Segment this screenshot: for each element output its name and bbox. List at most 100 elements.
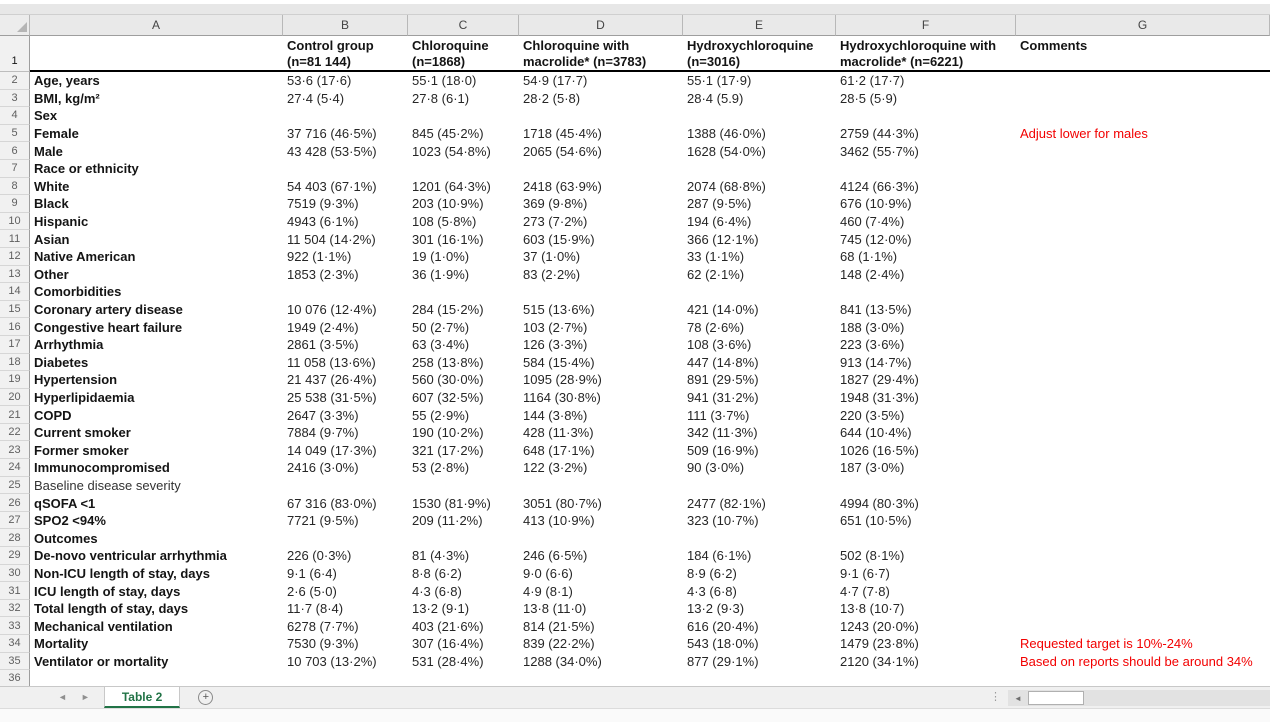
comment-cell[interactable] <box>1016 494 1270 512</box>
data-cell[interactable]: 68 (1·1%) <box>836 247 1016 266</box>
data-cell[interactable]: 284 (15·2%) <box>408 300 519 319</box>
row-label-cell[interactable]: Baseline disease severity <box>30 476 283 495</box>
data-cell[interactable]: 4·7 (7·8) <box>836 582 1016 600</box>
data-cell[interactable] <box>408 476 519 495</box>
column-header-A[interactable]: A <box>30 15 283 36</box>
data-cell[interactable]: 841 (13·5%) <box>836 300 1016 319</box>
column-header-E[interactable]: E <box>683 15 836 36</box>
row-label-cell[interactable]: Female <box>30 124 283 143</box>
column-header-C[interactable]: C <box>408 15 519 36</box>
data-cell[interactable]: 223 (3·6%) <box>836 335 1016 354</box>
data-cell[interactable]: 301 (16·1%) <box>408 230 519 248</box>
sheet-nav-left-icon[interactable]: ◄ <box>58 692 67 702</box>
row-number[interactable]: 31 <box>0 582 30 600</box>
data-cell[interactable] <box>519 476 683 495</box>
row-number[interactable]: 16 <box>0 318 30 336</box>
comment-cell[interactable] <box>1016 617 1270 635</box>
data-cell[interactable]: 10 076 (12·4%) <box>283 300 408 319</box>
data-cell[interactable]: 366 (12·1%) <box>683 230 836 248</box>
data-cell[interactable]: 6278 (7·7%) <box>283 617 408 635</box>
data-cell[interactable]: 25 538 (31·5%) <box>283 388 408 407</box>
row-label-cell[interactable]: Outcomes <box>30 529 283 548</box>
data-cell[interactable]: 1243 (20·0%) <box>836 617 1016 635</box>
data-cell[interactable]: 187 (3·0%) <box>836 459 1016 477</box>
header-cell[interactable]: Hydroxychloroquine with macrolide* (n=62… <box>836 36 1016 72</box>
comment-cell[interactable] <box>1016 582 1270 600</box>
horizontal-scrollbar[interactable]: ◄ <box>1008 690 1270 706</box>
column-header-B[interactable]: B <box>283 15 408 36</box>
data-cell[interactable]: 4994 (80·3%) <box>836 494 1016 512</box>
column-header-D[interactable]: D <box>519 15 683 36</box>
data-cell[interactable]: 1949 (2·4%) <box>283 318 408 336</box>
row-number[interactable]: 23 <box>0 441 30 460</box>
data-cell[interactable]: 369 (9·8%) <box>519 195 683 213</box>
comment-cell[interactable] <box>1016 670 1270 686</box>
data-cell[interactable]: 36 (1·9%) <box>408 265 519 284</box>
data-cell[interactable]: 246 (6·5%) <box>519 547 683 565</box>
comment-cell[interactable] <box>1016 212 1270 231</box>
row-label-cell[interactable]: Coronary artery disease <box>30 300 283 319</box>
data-cell[interactable]: 9·0 (6·6) <box>519 564 683 583</box>
data-cell[interactable]: 342 (11·3%) <box>683 423 836 442</box>
row-number[interactable]: 35 <box>0 652 30 671</box>
data-cell[interactable]: 33 (1·1%) <box>683 247 836 266</box>
header-cell[interactable]: Chloroquine (n=1868) <box>408 36 519 72</box>
comment-cell[interactable]: Adjust lower for males <box>1016 124 1270 143</box>
data-cell[interactable]: 839 (22·2%) <box>519 635 683 653</box>
data-cell[interactable]: 53 (2·8%) <box>408 459 519 477</box>
row-number[interactable]: 36 <box>0 670 30 686</box>
data-cell[interactable]: 2074 (68·8%) <box>683 177 836 196</box>
data-cell[interactable] <box>519 159 683 178</box>
comment-cell[interactable] <box>1016 564 1270 583</box>
data-cell[interactable]: 28·4 (5.9) <box>683 89 836 108</box>
row-label-cell[interactable]: Asian <box>30 230 283 248</box>
row-number[interactable]: 2 <box>0 72 30 90</box>
comment-cell[interactable] <box>1016 441 1270 460</box>
data-cell[interactable]: 287 (9·5%) <box>683 195 836 213</box>
header-cell[interactable]: Chloroquine with macrolide* (n=3783) <box>519 36 683 72</box>
data-cell[interactable]: 7519 (9·3%) <box>283 195 408 213</box>
data-cell[interactable]: 543 (18·0%) <box>683 635 836 653</box>
comment-cell[interactable]: Based on reports should be around 34% <box>1016 652 1270 671</box>
data-cell[interactable]: 307 (16·4%) <box>408 635 519 653</box>
data-cell[interactable]: 184 (6·1%) <box>683 547 836 565</box>
data-cell[interactable]: 19 (1·0%) <box>408 247 519 266</box>
data-cell[interactable]: 7721 (9·5%) <box>283 511 408 530</box>
data-cell[interactable]: 54·9 (17·7) <box>519 72 683 90</box>
data-cell[interactable] <box>408 670 519 686</box>
comment-cell[interactable] <box>1016 459 1270 477</box>
row-label-cell[interactable]: Arrhythmia <box>30 335 283 354</box>
data-cell[interactable]: 509 (16·9%) <box>683 441 836 460</box>
data-cell[interactable] <box>283 159 408 178</box>
data-cell[interactable]: 428 (11·3%) <box>519 423 683 442</box>
row-label-cell[interactable]: Mechanical ventilation <box>30 617 283 635</box>
row-number[interactable]: 4 <box>0 107 30 125</box>
row-number[interactable]: 32 <box>0 599 30 618</box>
row-number[interactable]: 9 <box>0 195 30 213</box>
comment-cell[interactable] <box>1016 283 1270 301</box>
data-cell[interactable] <box>408 159 519 178</box>
header-cell[interactable]: Comments <box>1016 36 1270 72</box>
data-cell[interactable] <box>836 283 1016 301</box>
data-cell[interactable]: 9·1 (6·7) <box>836 564 1016 583</box>
row-number[interactable]: 29 <box>0 547 30 565</box>
data-cell[interactable]: 447 (14·8%) <box>683 353 836 372</box>
select-all-button[interactable] <box>0 15 30 36</box>
data-cell[interactable] <box>683 107 836 125</box>
data-cell[interactable] <box>283 283 408 301</box>
row-label-cell[interactable]: Comorbidities <box>30 283 283 301</box>
data-cell[interactable]: 403 (21·6%) <box>408 617 519 635</box>
row-number[interactable]: 13 <box>0 265 30 284</box>
row-number[interactable]: 7 <box>0 159 30 178</box>
data-cell[interactable]: 922 (1·1%) <box>283 247 408 266</box>
data-cell[interactable]: 413 (10·9%) <box>519 511 683 530</box>
data-cell[interactable]: 11 504 (14·2%) <box>283 230 408 248</box>
data-cell[interactable]: 2477 (82·1%) <box>683 494 836 512</box>
data-cell[interactable] <box>683 670 836 686</box>
row-number[interactable]: 14 <box>0 283 30 301</box>
data-cell[interactable]: 7530 (9·3%) <box>283 635 408 653</box>
data-cell[interactable]: 584 (15·4%) <box>519 353 683 372</box>
data-cell[interactable]: 61·2 (17·7) <box>836 72 1016 90</box>
row-number[interactable]: 18 <box>0 353 30 372</box>
row-label-cell[interactable]: Ventilator or mortality <box>30 652 283 671</box>
